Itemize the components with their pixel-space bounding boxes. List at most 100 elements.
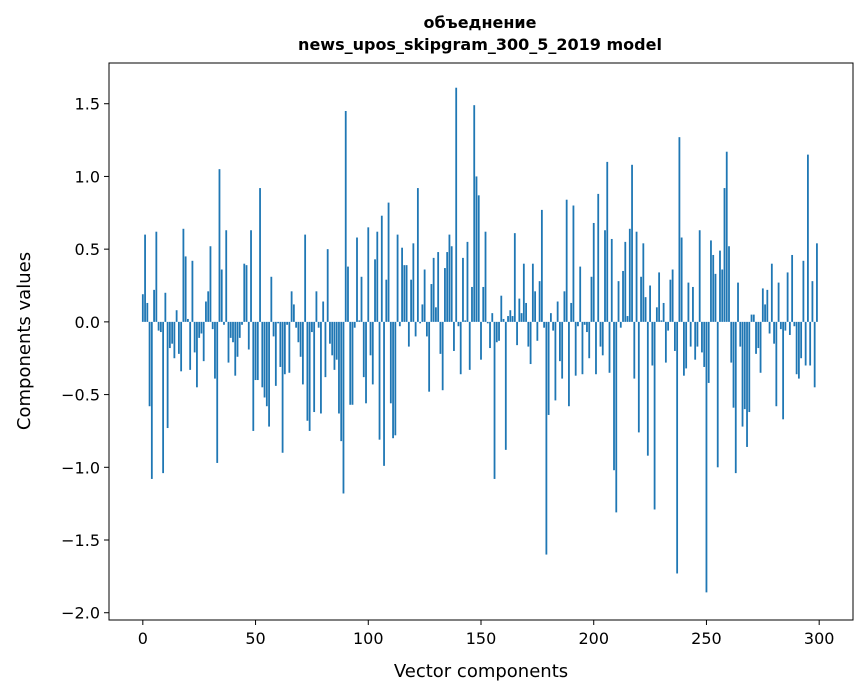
bar: [159, 321, 162, 333]
bar: [457, 321, 460, 327]
bar: [432, 257, 435, 322]
bar: [344, 110, 347, 322]
bar: [732, 321, 735, 408]
x-axis-ticks: 0 50 100 150 200 250 300: [138, 620, 834, 648]
bar: [705, 321, 708, 593]
x-tick-label: 100: [353, 629, 384, 648]
bar: [633, 321, 636, 379]
bar: [737, 282, 739, 322]
bar: [493, 321, 496, 479]
y-tick-label: −1.0: [61, 458, 100, 477]
bar: [507, 316, 509, 322]
bar: [378, 321, 381, 440]
bar: [721, 269, 724, 322]
bar: [540, 209, 543, 322]
bar: [464, 320, 467, 322]
bar: [696, 321, 699, 347]
bar: [475, 176, 478, 322]
chart-title-line1: объеднение: [424, 13, 537, 32]
bar: [410, 279, 413, 322]
bar: [333, 321, 336, 370]
bar: [356, 237, 358, 322]
bar: [184, 256, 187, 322]
bar: [498, 321, 500, 341]
bar: [453, 321, 455, 351]
bar: [802, 260, 805, 322]
bar: [703, 321, 706, 367]
bar: [520, 313, 523, 322]
bar: [797, 321, 800, 379]
bar: [455, 87, 458, 322]
bar: [380, 215, 383, 322]
bar: [714, 273, 717, 322]
bar: [358, 320, 361, 322]
bar: [782, 321, 785, 420]
bar: [687, 282, 690, 322]
bar: [658, 272, 661, 322]
bar: [218, 169, 221, 322]
bar: [725, 151, 728, 322]
x-tick-label: 0: [138, 629, 148, 648]
bar: [277, 321, 279, 324]
bar: [608, 321, 611, 373]
bar: [777, 282, 780, 322]
bar: [577, 321, 579, 327]
bar: [200, 321, 203, 334]
bar: [549, 313, 552, 322]
bar: [292, 304, 295, 322]
bar: [563, 291, 566, 322]
bar: [660, 320, 663, 322]
bar: [168, 321, 171, 349]
bar: [527, 321, 530, 347]
bar: [750, 314, 753, 322]
bar: [148, 321, 151, 407]
bar: [588, 321, 591, 359]
bar: [279, 321, 282, 367]
bar: [746, 321, 748, 447]
bar: [301, 321, 304, 385]
bar: [254, 321, 257, 381]
bar: [689, 321, 692, 347]
bar: [579, 266, 582, 322]
bar: [468, 321, 471, 370]
bar: [401, 247, 403, 322]
y-tick-label: −0.5: [61, 386, 100, 405]
bar: [484, 231, 487, 322]
bar: [734, 321, 737, 474]
bar: [759, 321, 762, 373]
bar: [362, 321, 365, 378]
bar: [245, 265, 248, 322]
bar: [247, 321, 250, 350]
bar: [516, 321, 518, 346]
bar: [162, 321, 165, 474]
bar: [283, 321, 286, 375]
bar: [407, 321, 410, 347]
bar: [193, 321, 196, 353]
bar: [500, 295, 503, 322]
bar: [707, 321, 710, 383]
bar: [338, 321, 340, 414]
bar: [214, 321, 216, 379]
bar: [764, 304, 766, 322]
bar: [529, 321, 532, 365]
bar: [229, 321, 232, 338]
bar: [347, 266, 349, 322]
bar: [322, 301, 325, 322]
bar: [673, 321, 676, 351]
bar: [813, 321, 816, 388]
bar: [335, 321, 338, 360]
bar: [416, 188, 419, 322]
bar: [369, 321, 372, 356]
bar: [259, 188, 261, 322]
x-tick-label: 250: [691, 629, 722, 648]
bar: [252, 321, 255, 431]
bar: [268, 321, 270, 427]
bar: [295, 321, 298, 328]
bar: [676, 321, 679, 574]
bar: [405, 265, 408, 322]
bar: [146, 302, 149, 322]
bar: [396, 234, 399, 322]
bar: [403, 265, 406, 322]
bar: [570, 302, 573, 322]
